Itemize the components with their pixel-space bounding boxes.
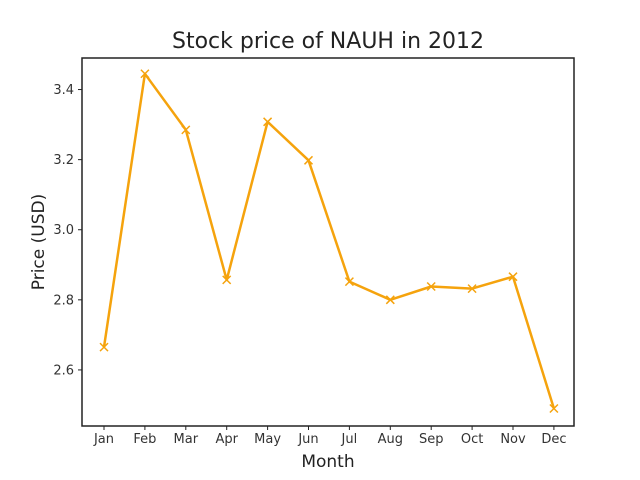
y-tick-label: 2.6 [53,363,74,378]
x-tick-label: Nov [500,432,526,447]
x-tick-label: Feb [133,432,156,447]
x-tick-label: Sep [419,432,444,447]
x-tick-label: Oct [461,432,483,447]
y-tick-label: 3.2 [53,153,74,168]
x-axis-label: Month [301,452,354,472]
y-axis-label: Price (USD) [29,194,49,290]
x-tick-label: Jun [297,432,318,447]
series-group [99,69,559,414]
data-point-marker [549,403,559,414]
data-point-marker [140,69,150,79]
data-point-marker [99,342,109,352]
y-tick-label: 3.0 [53,223,74,238]
x-tick-label: May [254,432,281,447]
data-point-marker [344,277,354,287]
series-line [102,72,556,409]
data-point-marker [467,284,477,294]
chart-title: Stock price of NAUH in 2012 [172,29,484,54]
data-point-marker [385,295,395,305]
x-tick-label: Aug [378,432,403,447]
x-tick-label: Dec [541,432,566,447]
x-tick-label: Jan [93,432,114,447]
x-tick-label: Jul [341,432,358,447]
y-tick-label: 3.4 [53,83,74,98]
x-tick-label: Mar [174,432,199,447]
y-axis: 2.6 2.8 3.0 3.2 3.4 [53,83,82,378]
x-tick-label: Apr [215,432,238,447]
data-point-marker [508,272,518,282]
data-point-marker [181,125,191,135]
x-axis: Jan Feb Mar Apr May Jun Jul Aug Sep Oct Nov Dec [93,426,566,447]
data-point-marker [263,117,273,127]
data-point-marker [426,281,436,292]
y-tick-label: 2.8 [53,293,74,308]
data-point-marker [222,275,232,285]
data-point-marker [303,155,314,165]
plot-area [81,57,575,427]
